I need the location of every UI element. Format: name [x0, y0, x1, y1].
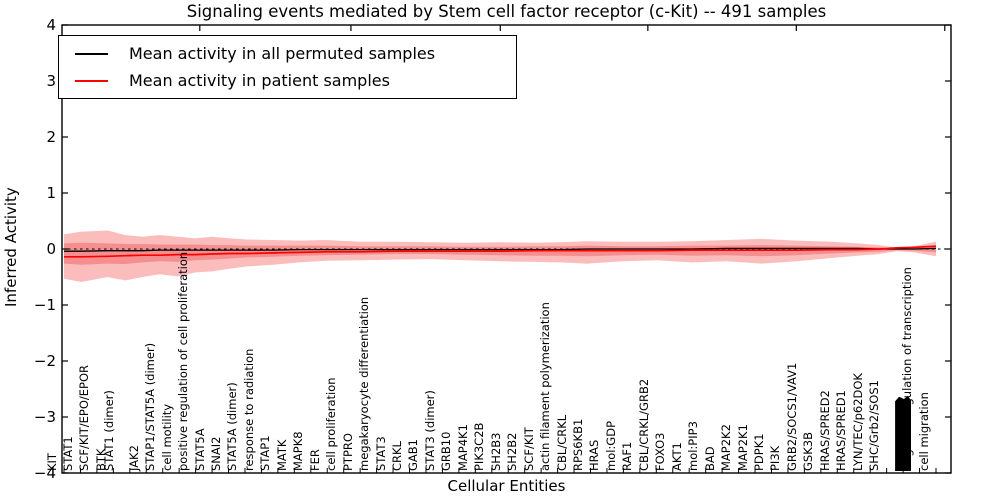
- x-tick-label: SCF/KIT/EPO/EPOR: [77, 364, 92, 471]
- legend: Mean activity in all permuted samples Me…: [58, 35, 517, 99]
- x-tick-label: GRB2/SOCS1/VAV1: [784, 362, 799, 471]
- x-tick-label: MAP4K1: [455, 424, 470, 471]
- y-tick-label: 2: [46, 127, 56, 146]
- x-tick-label: SH2B2: [505, 432, 520, 471]
- x-tick-label: RPS6KB1: [570, 418, 585, 471]
- chart-title: Signaling events mediated by Stem cell f…: [186, 2, 827, 21]
- x-tick-label: RAF1: [620, 441, 635, 471]
- x-tick-label: STAT3: [373, 436, 388, 471]
- x-tick-label: AKT1: [669, 442, 684, 471]
- patient-mean-line: [64, 245, 937, 258]
- x-tick-label: MAP2K1: [735, 424, 750, 471]
- x-tick-label: GAB1: [406, 439, 421, 471]
- y-tick-label: −2: [33, 351, 56, 370]
- x-tick-label: STAT5A (dimer): [225, 382, 240, 471]
- x-tick-label: SHC/Grb2/SOS1: [867, 380, 882, 471]
- x-tick-label: actin filament polymerization: [538, 302, 553, 471]
- legend-item-permuted: Mean activity in all permuted samples: [59, 42, 516, 66]
- x-tick-label: MATK: [274, 439, 289, 471]
- y-tick-label: 4: [46, 15, 56, 34]
- y-tick-label: 0: [46, 239, 56, 258]
- x-tick-label: BAD: [702, 446, 717, 471]
- x-tick-label: HRAS/SPRED1: [834, 390, 849, 471]
- black-line-sample-icon: [75, 52, 108, 55]
- x-tick-label: FOXO3: [653, 432, 668, 471]
- x-tick-label: cell proliferation: [324, 377, 339, 471]
- x-tick-label: PI3K: [768, 445, 783, 471]
- x-tick-label: CBL/CRKL: [554, 414, 569, 471]
- x-tick-label: STAT5A: [192, 428, 207, 471]
- y-tick-label: 1: [46, 183, 56, 202]
- x-tick-label: GSK3B: [801, 432, 816, 471]
- x-tick-label: mol:GDP: [603, 420, 618, 471]
- x-tick-label: JAK2: [126, 445, 141, 471]
- x-tick-label: STAT1: [60, 436, 75, 471]
- y-tick-label: 3: [46, 71, 56, 90]
- x-tick-label: megakaryocyte differentiation: [357, 296, 372, 471]
- x-tick-label: GRB10: [439, 431, 454, 471]
- x-tick-label: cell motility: [159, 403, 174, 471]
- x-tick-label: KIT: [44, 453, 59, 471]
- x-tick-label: STAP1: [258, 435, 273, 471]
- x-tick-label: FER: [307, 449, 322, 471]
- y-tick-label: −1: [33, 295, 56, 314]
- red-line-sample-icon: [75, 79, 108, 82]
- overlapping-labels-blob: [895, 396, 912, 471]
- x-tick-label: PTPRO: [340, 433, 355, 471]
- x-axis-label: Cellular Entities: [447, 477, 566, 495]
- x-tick-label: CRKL: [390, 441, 404, 471]
- x-tick-label: SNAI2: [209, 436, 224, 471]
- x-tick-label: cell migration: [916, 392, 931, 471]
- x-tick-label: HRAS: [587, 439, 602, 471]
- x-tick-label: HRAS/SPRED2: [817, 390, 832, 471]
- x-tick-label: MAPK8: [291, 431, 306, 471]
- permuted-mean-line: [64, 247, 937, 252]
- y-tick-label: −3: [33, 407, 56, 426]
- legend-label: Mean activity in patient samples: [129, 71, 390, 90]
- band-permuted-range-outer: [64, 230, 936, 282]
- x-tick-label: SH2B3: [488, 432, 503, 471]
- x-tick-label: mol:PIP3: [686, 421, 701, 471]
- x-tick-label: PIK3C2B: [472, 422, 487, 471]
- x-tick-label: STAT3 (dimer): [422, 390, 437, 471]
- legend-item-patient: Mean activity in patient samples: [59, 69, 516, 93]
- x-tick-label: MAP2K2: [719, 424, 734, 471]
- legend-label: Mean activity in all permuted samples: [129, 44, 436, 63]
- x-tick-label: SCF/KIT: [521, 427, 536, 471]
- x-tick-label: STAT1 (dimer): [102, 390, 117, 471]
- y-tick-label: −4: [33, 463, 56, 482]
- x-tick-label: PDPK1: [751, 433, 766, 471]
- x-tick-label: LYN/TEC/p62DOK: [850, 373, 865, 471]
- x-tick-label: STAP1/STAT5A (dimer): [143, 342, 158, 471]
- x-tick-label: response to radiation: [241, 348, 256, 471]
- x-tick-label: CBL/CRKL/GRB2: [636, 378, 651, 471]
- x-tick-label: positive regulation of cell proliferatio…: [176, 251, 191, 471]
